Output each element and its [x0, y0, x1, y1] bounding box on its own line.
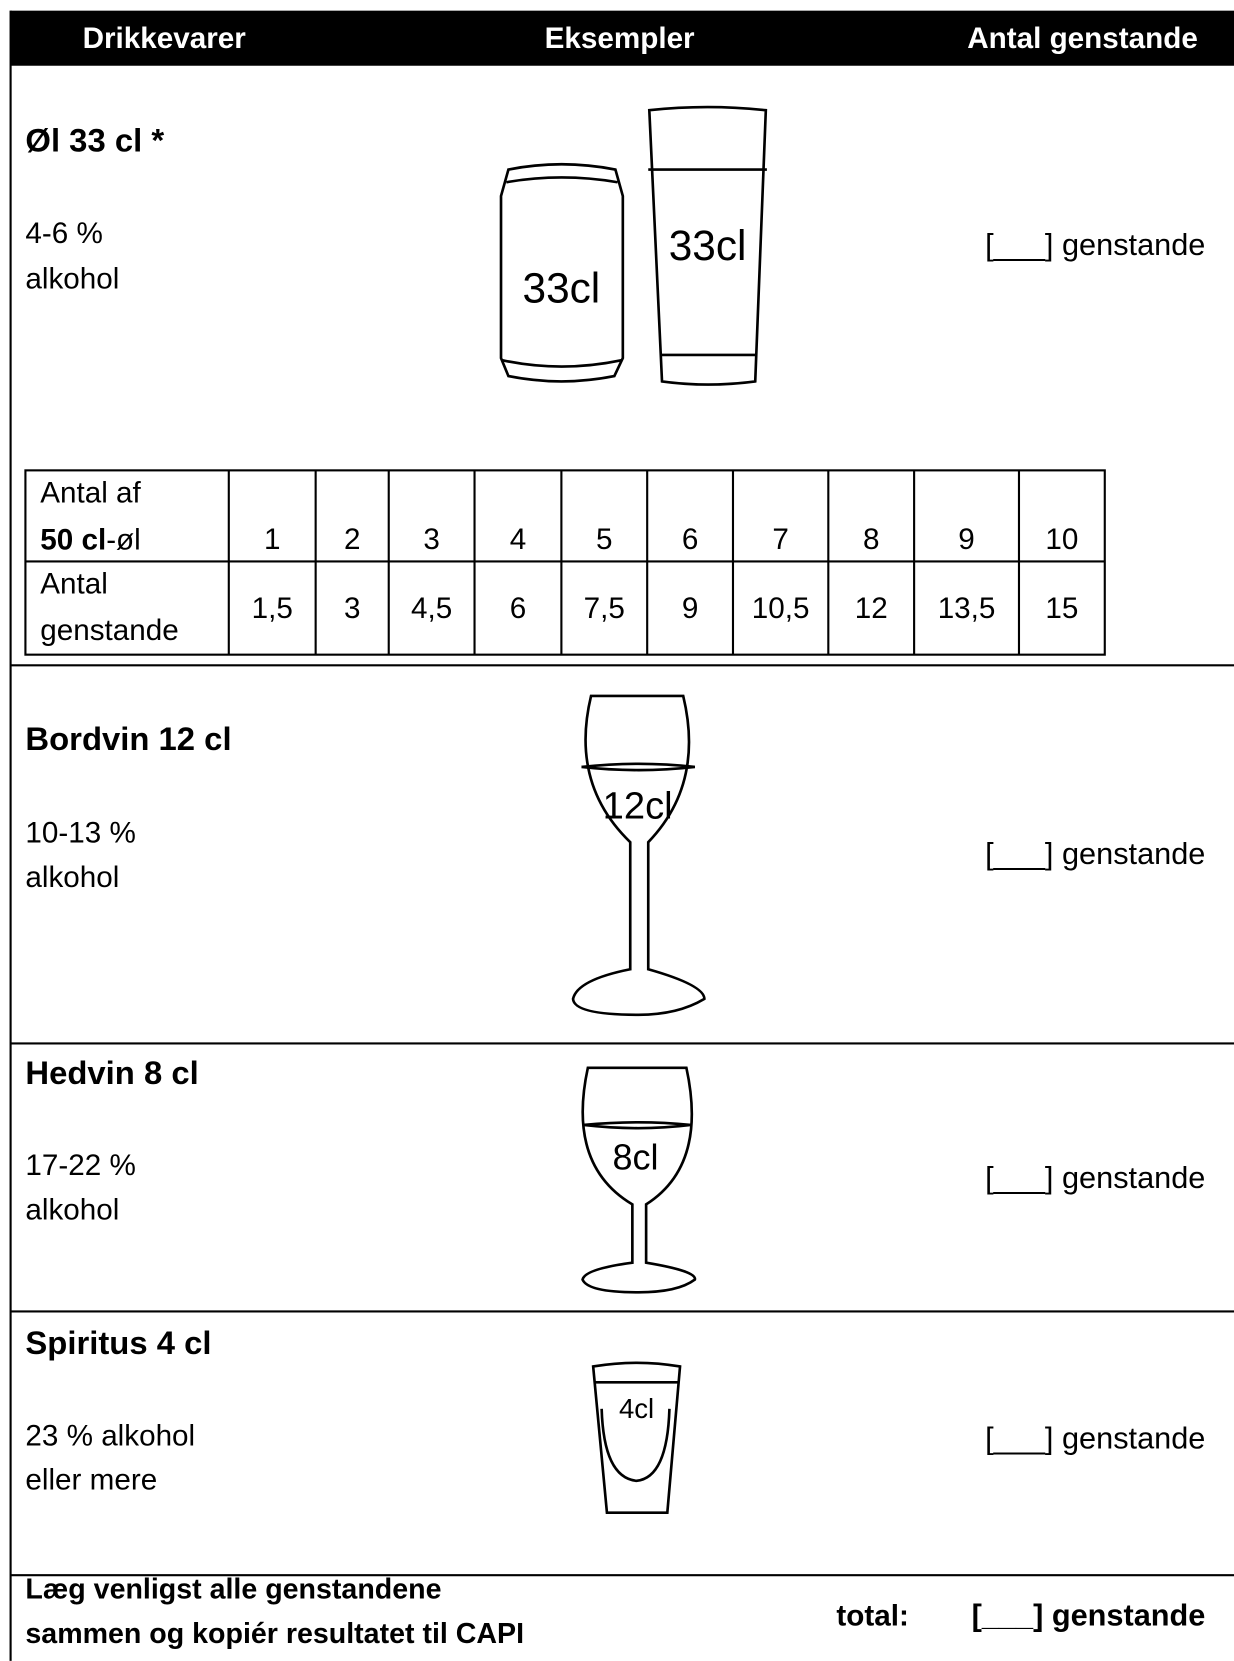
table-cell: 9 — [682, 592, 699, 625]
can-illustration — [499, 162, 625, 383]
table-cell: 10 — [1045, 523, 1078, 556]
drink-title: Spiritus 4 cl — [25, 1324, 211, 1361]
example-label: 33cl — [669, 222, 747, 269]
table-cell: 4 — [510, 523, 527, 556]
wine-glass-illustration — [571, 694, 706, 1017]
table-cell: 7 — [772, 523, 789, 556]
drink-title: Hedvin 8 cl — [25, 1054, 198, 1091]
table-label: genstande — [40, 614, 178, 647]
pint-glass-illustration — [647, 105, 768, 386]
drink-description: eller mere — [25, 1464, 157, 1497]
table-cell: 13,5 — [938, 592, 996, 625]
table-cell: 6 — [510, 592, 527, 625]
drink-description: alkohol — [25, 861, 119, 894]
table-label: Antal af — [40, 477, 141, 510]
table-cell: 9 — [958, 523, 975, 556]
table-cell: 1,5 — [252, 592, 293, 625]
footer-instruction: Læg venligst alle genstandene — [25, 1574, 441, 1606]
table-cell: 2 — [344, 523, 361, 556]
total-label: total: — [836, 1599, 908, 1632]
table-cell: 5 — [596, 523, 613, 556]
header-label: Antal genstande — [967, 22, 1198, 55]
table-cell: 15 — [1045, 592, 1078, 625]
port-glass-illustration — [581, 1066, 697, 1294]
drink-title: Bordvin 12 cl — [25, 720, 231, 757]
count-field: [___] genstande — [985, 836, 1205, 871]
drink-description: 17-22 % — [25, 1149, 135, 1182]
table-cell: 7,5 — [584, 592, 625, 625]
table-cell: 3 — [423, 523, 440, 556]
drink-description: 10-13 % — [25, 817, 135, 850]
drink-description: alkohol — [25, 1194, 119, 1227]
table-cell: 10,5 — [752, 592, 810, 625]
header-label: Eksempler — [545, 22, 695, 55]
drink-description: 4-6 % — [25, 217, 102, 250]
count-field: [___] genstande — [985, 227, 1205, 262]
example-label: 8cl — [613, 1136, 659, 1177]
table-cell: 4,5 — [411, 592, 452, 625]
table-cell: 3 — [344, 592, 361, 625]
example-label: 4cl — [619, 1393, 654, 1424]
table-label: Antal — [40, 568, 108, 601]
total-count: [___] genstande — [972, 1598, 1206, 1633]
footer-instruction: sammen og kopiér resultatet til CAPI — [25, 1618, 524, 1650]
count-field: [___] genstande — [985, 1421, 1205, 1456]
table-cell: 1 — [264, 523, 281, 556]
drink-title: Øl 33 cl * — [25, 122, 164, 159]
shot-glass-illustration — [591, 1361, 682, 1514]
drink-description: 23 % alkohol — [25, 1419, 195, 1452]
table-cell: 12 — [855, 592, 888, 625]
table-label-rest: -øl — [106, 523, 141, 556]
example-label: 12cl — [603, 784, 673, 827]
header-label: Drikkevarer — [83, 22, 247, 55]
header-bar — [10, 10, 1234, 66]
table-label-bold: 50 cl — [40, 523, 106, 556]
table-label: 50 cl-øl — [40, 523, 141, 556]
table-cell: 8 — [863, 523, 880, 556]
drink-description: alkohol — [25, 263, 119, 296]
frame — [9, 10, 1234, 1661]
table-cell: 6 — [682, 523, 699, 556]
count-field: [___] genstande — [985, 1160, 1205, 1195]
example-label: 33cl — [523, 265, 601, 312]
